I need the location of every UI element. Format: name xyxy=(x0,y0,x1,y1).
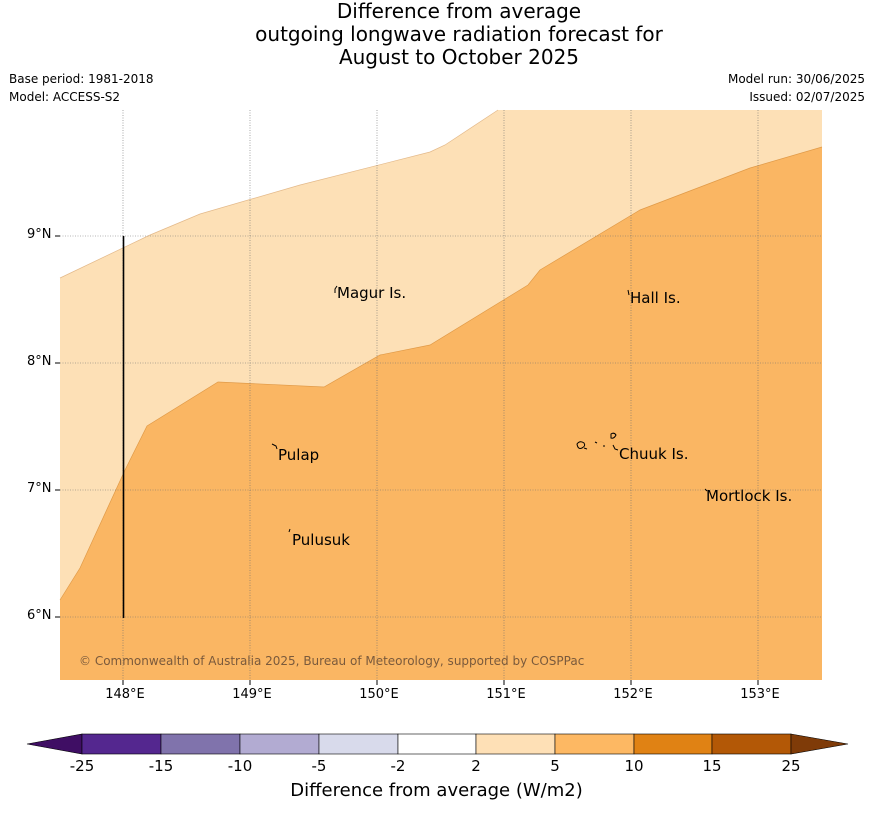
place-magur: Magur Is. xyxy=(337,284,407,302)
x-tick-152e: 152°E xyxy=(613,687,653,702)
model-run: Model run: 30/06/2025 xyxy=(727,72,865,86)
pulusuk-island-shape xyxy=(288,528,291,533)
colorbar-bin-6 xyxy=(475,733,556,755)
colorbar-bin-2 xyxy=(160,733,241,755)
hall-island-shape xyxy=(627,289,630,296)
colorbar-bin-7 xyxy=(554,733,635,755)
colorbar-bin-4 xyxy=(318,733,399,755)
colorbar-label: 5 xyxy=(550,757,560,775)
meta-left: Base period: 1981-2018 Model: ACCESS-S2 xyxy=(9,70,154,106)
pulap-island-shape xyxy=(271,443,278,450)
island-outlines xyxy=(271,285,708,533)
colorbar-extend-high xyxy=(790,733,849,755)
colorbar-label: -5 xyxy=(311,757,327,775)
x-tick-148e: 148°E xyxy=(105,687,145,702)
colorbar-label: 2 xyxy=(471,757,481,775)
colorbar-bin-3 xyxy=(239,733,320,755)
colorbar-label: -10 xyxy=(227,757,253,775)
place-pulap: Pulap xyxy=(278,446,320,464)
copyright-notice: © Commonwealth of Australia 2025, Bureau… xyxy=(79,654,585,668)
mortlock-island-shape xyxy=(704,488,708,492)
place-hall: Hall Is. xyxy=(630,289,681,307)
x-tick-151e: 151°E xyxy=(486,687,526,702)
place-pulusuk: Pulusuk xyxy=(292,531,350,549)
colorbar-label: -25 xyxy=(69,757,95,775)
colorbar-bin-5 xyxy=(397,733,477,755)
place-chuuk: Chuuk Is. xyxy=(619,445,689,463)
colorbar-extend-low xyxy=(26,733,83,755)
colorbar-bin-8 xyxy=(633,733,713,755)
colorbar-title: Difference from average (W/m2) xyxy=(290,780,583,801)
y-tick-6n: 6°N xyxy=(27,608,52,623)
y-tick-9n: 9°N xyxy=(27,227,52,242)
model-name: Model: ACCESS-S2 xyxy=(9,90,121,104)
place-mortlock: Mortlock Is. xyxy=(706,487,793,505)
colorbar-label: 25 xyxy=(781,757,801,775)
magur-island-shape xyxy=(334,285,338,293)
medium-region xyxy=(60,147,822,680)
colorbar xyxy=(26,733,849,755)
y-tick-8n: 8°N xyxy=(27,354,52,369)
colorbar-label: 15 xyxy=(702,757,722,775)
x-tick-149e: 149°E xyxy=(232,687,272,702)
colorbar-bin-1 xyxy=(81,733,162,755)
issued-date: Issued: 02/07/2025 xyxy=(749,90,865,104)
x-tick-153e: 153°E xyxy=(740,687,780,702)
upper-contour xyxy=(59,109,499,279)
colorbar-label: -15 xyxy=(148,757,174,775)
colorbar-label: -2 xyxy=(390,757,406,775)
chuuk-lagoon-shape xyxy=(576,432,619,451)
no-data-region xyxy=(60,110,498,278)
title-line-2: outgoing longwave radiation forecast for xyxy=(255,22,663,46)
tick-marks xyxy=(55,235,759,685)
base-period: Base period: 1981-2018 xyxy=(9,72,154,86)
y-tick-7n: 7°N xyxy=(27,481,52,496)
gridlines xyxy=(60,110,822,680)
title-line-3: August to October 2025 xyxy=(338,45,580,69)
x-tick-150e: 150°E xyxy=(359,687,399,702)
title-line-1: Difference from average xyxy=(336,0,582,23)
lower-contour xyxy=(59,146,823,601)
meta-right: Model run: 30/06/2025 Issued: 02/07/2025 xyxy=(728,70,865,106)
colorbar-bin-9 xyxy=(711,733,792,755)
map-title: Difference from average outgoing longwav… xyxy=(0,0,873,69)
colorbar-label: 10 xyxy=(624,757,644,775)
